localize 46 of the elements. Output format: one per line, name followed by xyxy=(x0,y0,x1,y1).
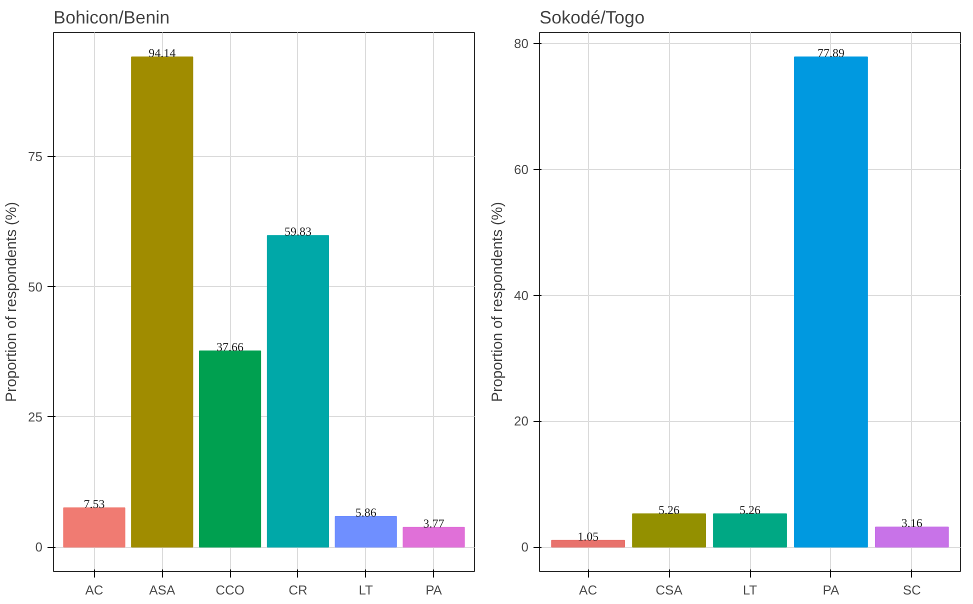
x-tick-label: LT xyxy=(742,582,758,598)
data-label: 3.77 xyxy=(423,516,444,530)
x-tick-label: PA xyxy=(426,582,442,598)
bar xyxy=(63,507,126,548)
bar xyxy=(402,526,465,548)
bar xyxy=(198,350,262,548)
x-tick-label: CR xyxy=(288,582,308,598)
chart-title: Sokodé/Togo xyxy=(540,8,645,28)
data-label: 3.16 xyxy=(901,516,922,530)
y-tick-label: 60 xyxy=(514,162,529,178)
y-tick-label: 0 xyxy=(521,540,529,555)
y-tick-label: 50 xyxy=(28,279,43,294)
y-axis-title: Proportion of respondents (%) xyxy=(489,202,506,402)
data-label: 37.66 xyxy=(216,340,244,354)
x-tick-label: AC xyxy=(85,582,104,598)
y-tick-label: 20 xyxy=(514,414,529,429)
x-tick-label: AC xyxy=(579,582,598,598)
data-label: 59.83 xyxy=(284,224,312,239)
x-tick-label: SC xyxy=(902,582,921,598)
bar xyxy=(266,235,330,548)
bar xyxy=(713,513,787,548)
bar xyxy=(131,56,194,548)
data-label: 1.05 xyxy=(578,529,599,544)
data-label: 5.26 xyxy=(658,502,680,517)
chart-title: Bohicon/Benin xyxy=(54,8,170,28)
data-label: 94.14 xyxy=(148,46,176,60)
x-tick-label: ASA xyxy=(149,582,176,598)
bar xyxy=(551,540,626,548)
bar xyxy=(794,56,868,548)
data-label: 5.26 xyxy=(740,502,760,517)
x-tick-label: LT xyxy=(358,582,374,598)
bar xyxy=(632,513,706,548)
data-label: 7.53 xyxy=(84,496,105,511)
bar xyxy=(334,516,397,548)
y-tick-label: 80 xyxy=(514,36,529,52)
y-tick-label: 25 xyxy=(28,409,43,424)
data-label: 77.89 xyxy=(817,46,844,60)
x-tick-label: PA xyxy=(822,582,840,598)
x-tick-label: CCO xyxy=(216,582,244,598)
data-label: 5.86 xyxy=(355,506,376,520)
bar xyxy=(874,526,949,548)
y-tick-label: 0 xyxy=(35,540,43,555)
y-axis-title: Proportion of respondents (%) xyxy=(3,202,20,402)
y-tick-label: 40 xyxy=(514,288,529,303)
x-tick-label: CSA xyxy=(656,582,683,598)
y-tick-label: 75 xyxy=(28,149,43,164)
